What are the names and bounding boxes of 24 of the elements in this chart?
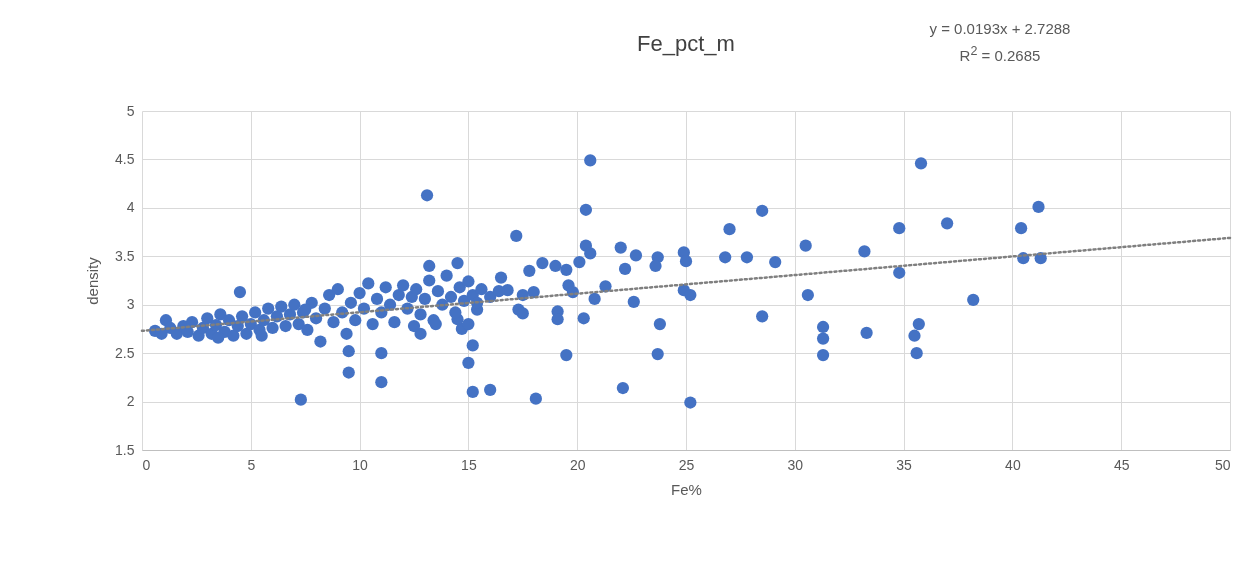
y-tick-label: 2 <box>126 393 135 410</box>
text: y = 0.0193x + 2.7288 <box>928 19 1072 39</box>
x-tick-label: 0 <box>142 456 151 473</box>
x-tick-label: 15 <box>461 456 477 473</box>
y-tick-label: 4.5 <box>115 150 135 167</box>
y-tick-label: 4 <box>126 199 135 216</box>
x-tick-label: 10 <box>352 456 369 473</box>
y-tick-label: 2.5 <box>115 344 135 361</box>
chart-title: Fe_pct_m <box>637 31 735 56</box>
y-tick-label: 3.5 <box>115 247 135 264</box>
x-tick-label: 20 <box>569 456 586 473</box>
y-tick-label: 3 <box>126 296 135 313</box>
y-tick-label: 1.5 <box>115 441 135 458</box>
y-tick-label: 5 <box>126 102 135 119</box>
x-tick-label: 45 <box>1113 456 1130 473</box>
x-tick-label: 50 <box>1214 456 1231 473</box>
x-tick-label: 25 <box>678 456 695 473</box>
y-axis-title: density <box>84 256 102 305</box>
text: R$^{2}$ = 0.2685 <box>958 43 1042 66</box>
x-tick-label: 5 <box>247 456 256 473</box>
x-tick-label: 30 <box>787 456 804 473</box>
x-axis-title: Fe% <box>671 480 702 498</box>
x-tick-label: 40 <box>1005 456 1021 473</box>
x-tick-label: 35 <box>896 456 913 473</box>
